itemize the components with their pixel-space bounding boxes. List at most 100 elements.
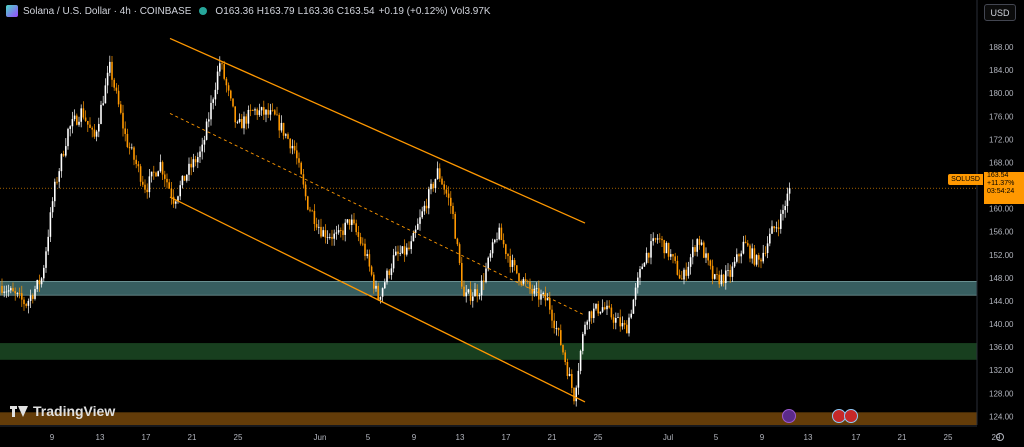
candle-body — [137, 164, 140, 167]
candle-body — [324, 230, 327, 238]
candle-body — [36, 279, 38, 290]
candle-body — [593, 308, 595, 319]
candle-body — [23, 299, 25, 305]
candle-body — [546, 298, 549, 301]
candle-body — [340, 230, 342, 231]
y-tick-label: 132.00 — [989, 366, 1014, 375]
candle-body — [749, 245, 751, 259]
candle-body — [705, 253, 707, 258]
candle-body — [91, 127, 93, 130]
candle-body — [238, 119, 241, 122]
candle-body — [575, 387, 577, 402]
candle-body — [311, 210, 313, 212]
candle-body — [566, 361, 569, 376]
candle-body — [617, 317, 619, 319]
x-tick-label: 5 — [366, 433, 371, 442]
y-tick-label: 160.00 — [989, 205, 1014, 214]
candle-body — [483, 280, 485, 282]
x-tick-label: 25 — [944, 433, 953, 442]
candle-body — [348, 219, 351, 225]
candle-body — [736, 254, 738, 262]
zone-resistance-support — [0, 281, 978, 296]
tradingview-logo[interactable]: TradingView — [10, 403, 115, 419]
candle-body — [210, 102, 212, 120]
candle-body — [5, 291, 8, 293]
candle-body — [764, 252, 767, 254]
us-flag-event-icon-2[interactable] — [844, 409, 858, 423]
y-tick-label: 176.00 — [989, 112, 1014, 121]
candle-body — [498, 227, 500, 240]
candle-body — [293, 145, 296, 151]
candle-body — [159, 162, 162, 172]
candle-body — [634, 287, 637, 300]
candle-body — [687, 266, 690, 276]
candle-body — [597, 303, 599, 314]
candle-body — [212, 99, 214, 103]
settings-gear-icon[interactable] — [996, 433, 1004, 441]
candle-body — [274, 110, 276, 115]
candle-body — [654, 238, 657, 240]
candle-body — [289, 138, 291, 149]
candle-body — [78, 121, 80, 125]
candle-body — [16, 293, 19, 294]
candle-body — [54, 181, 56, 202]
time-axis-bg — [0, 426, 1024, 447]
candle-body — [621, 323, 624, 327]
candle-body — [474, 289, 476, 297]
candle-body — [711, 265, 714, 279]
y-tick-label: 168.00 — [989, 158, 1014, 167]
candle-body — [179, 185, 181, 197]
tradingview-wordmark: TradingView — [33, 403, 116, 419]
candle-body — [465, 292, 467, 297]
symbol-title[interactable]: Solana / U.S. Dollar · 4h · COINBASE — [23, 5, 192, 17]
candle-body — [608, 305, 610, 308]
x-tick-label: 17 — [852, 433, 861, 442]
candle-body — [45, 251, 47, 268]
candle-body — [601, 307, 604, 312]
candle-body — [232, 98, 234, 107]
candle-body — [249, 109, 252, 111]
crypto-event-icon[interactable] — [782, 409, 796, 423]
candle-body — [219, 63, 221, 72]
candle-body — [291, 145, 294, 149]
candle-body — [450, 197, 452, 206]
y-tick-label: 156.00 — [989, 228, 1014, 237]
candle-body — [788, 188, 791, 194]
candle-body — [241, 119, 243, 129]
candle-body — [351, 219, 353, 225]
candle-body — [49, 212, 52, 237]
candle-body — [164, 174, 166, 179]
candle-body — [98, 123, 100, 132]
candle-body — [599, 311, 602, 314]
candle-body — [623, 323, 626, 325]
candle-body — [315, 223, 318, 228]
candle-body — [40, 278, 43, 285]
candle-body — [505, 244, 507, 254]
candle-body — [95, 131, 98, 137]
zone-lower — [0, 412, 977, 425]
candle-body — [560, 330, 562, 346]
candle-body — [439, 168, 441, 179]
candle-body — [683, 269, 685, 280]
candle-body — [375, 285, 377, 289]
market-status-icon — [199, 7, 208, 15]
candle-body — [744, 241, 747, 244]
candle-body — [436, 168, 439, 180]
currency-button[interactable]: USD — [984, 4, 1016, 21]
candle-body — [441, 178, 443, 185]
channel-line-1 — [169, 37, 586, 224]
candle-body — [604, 307, 606, 310]
candle-body — [181, 175, 184, 186]
candle-body — [142, 181, 144, 185]
candle-body — [648, 252, 650, 258]
candle-body — [478, 295, 481, 297]
candle-body — [529, 281, 531, 290]
candle-body — [487, 257, 489, 269]
x-tick-label: 13 — [804, 433, 813, 442]
candle-body — [692, 247, 694, 258]
candle-body — [480, 280, 483, 296]
candle-body — [113, 79, 115, 88]
candle-body — [243, 116, 245, 129]
last-price-value: 163.54 — [987, 172, 1009, 179]
